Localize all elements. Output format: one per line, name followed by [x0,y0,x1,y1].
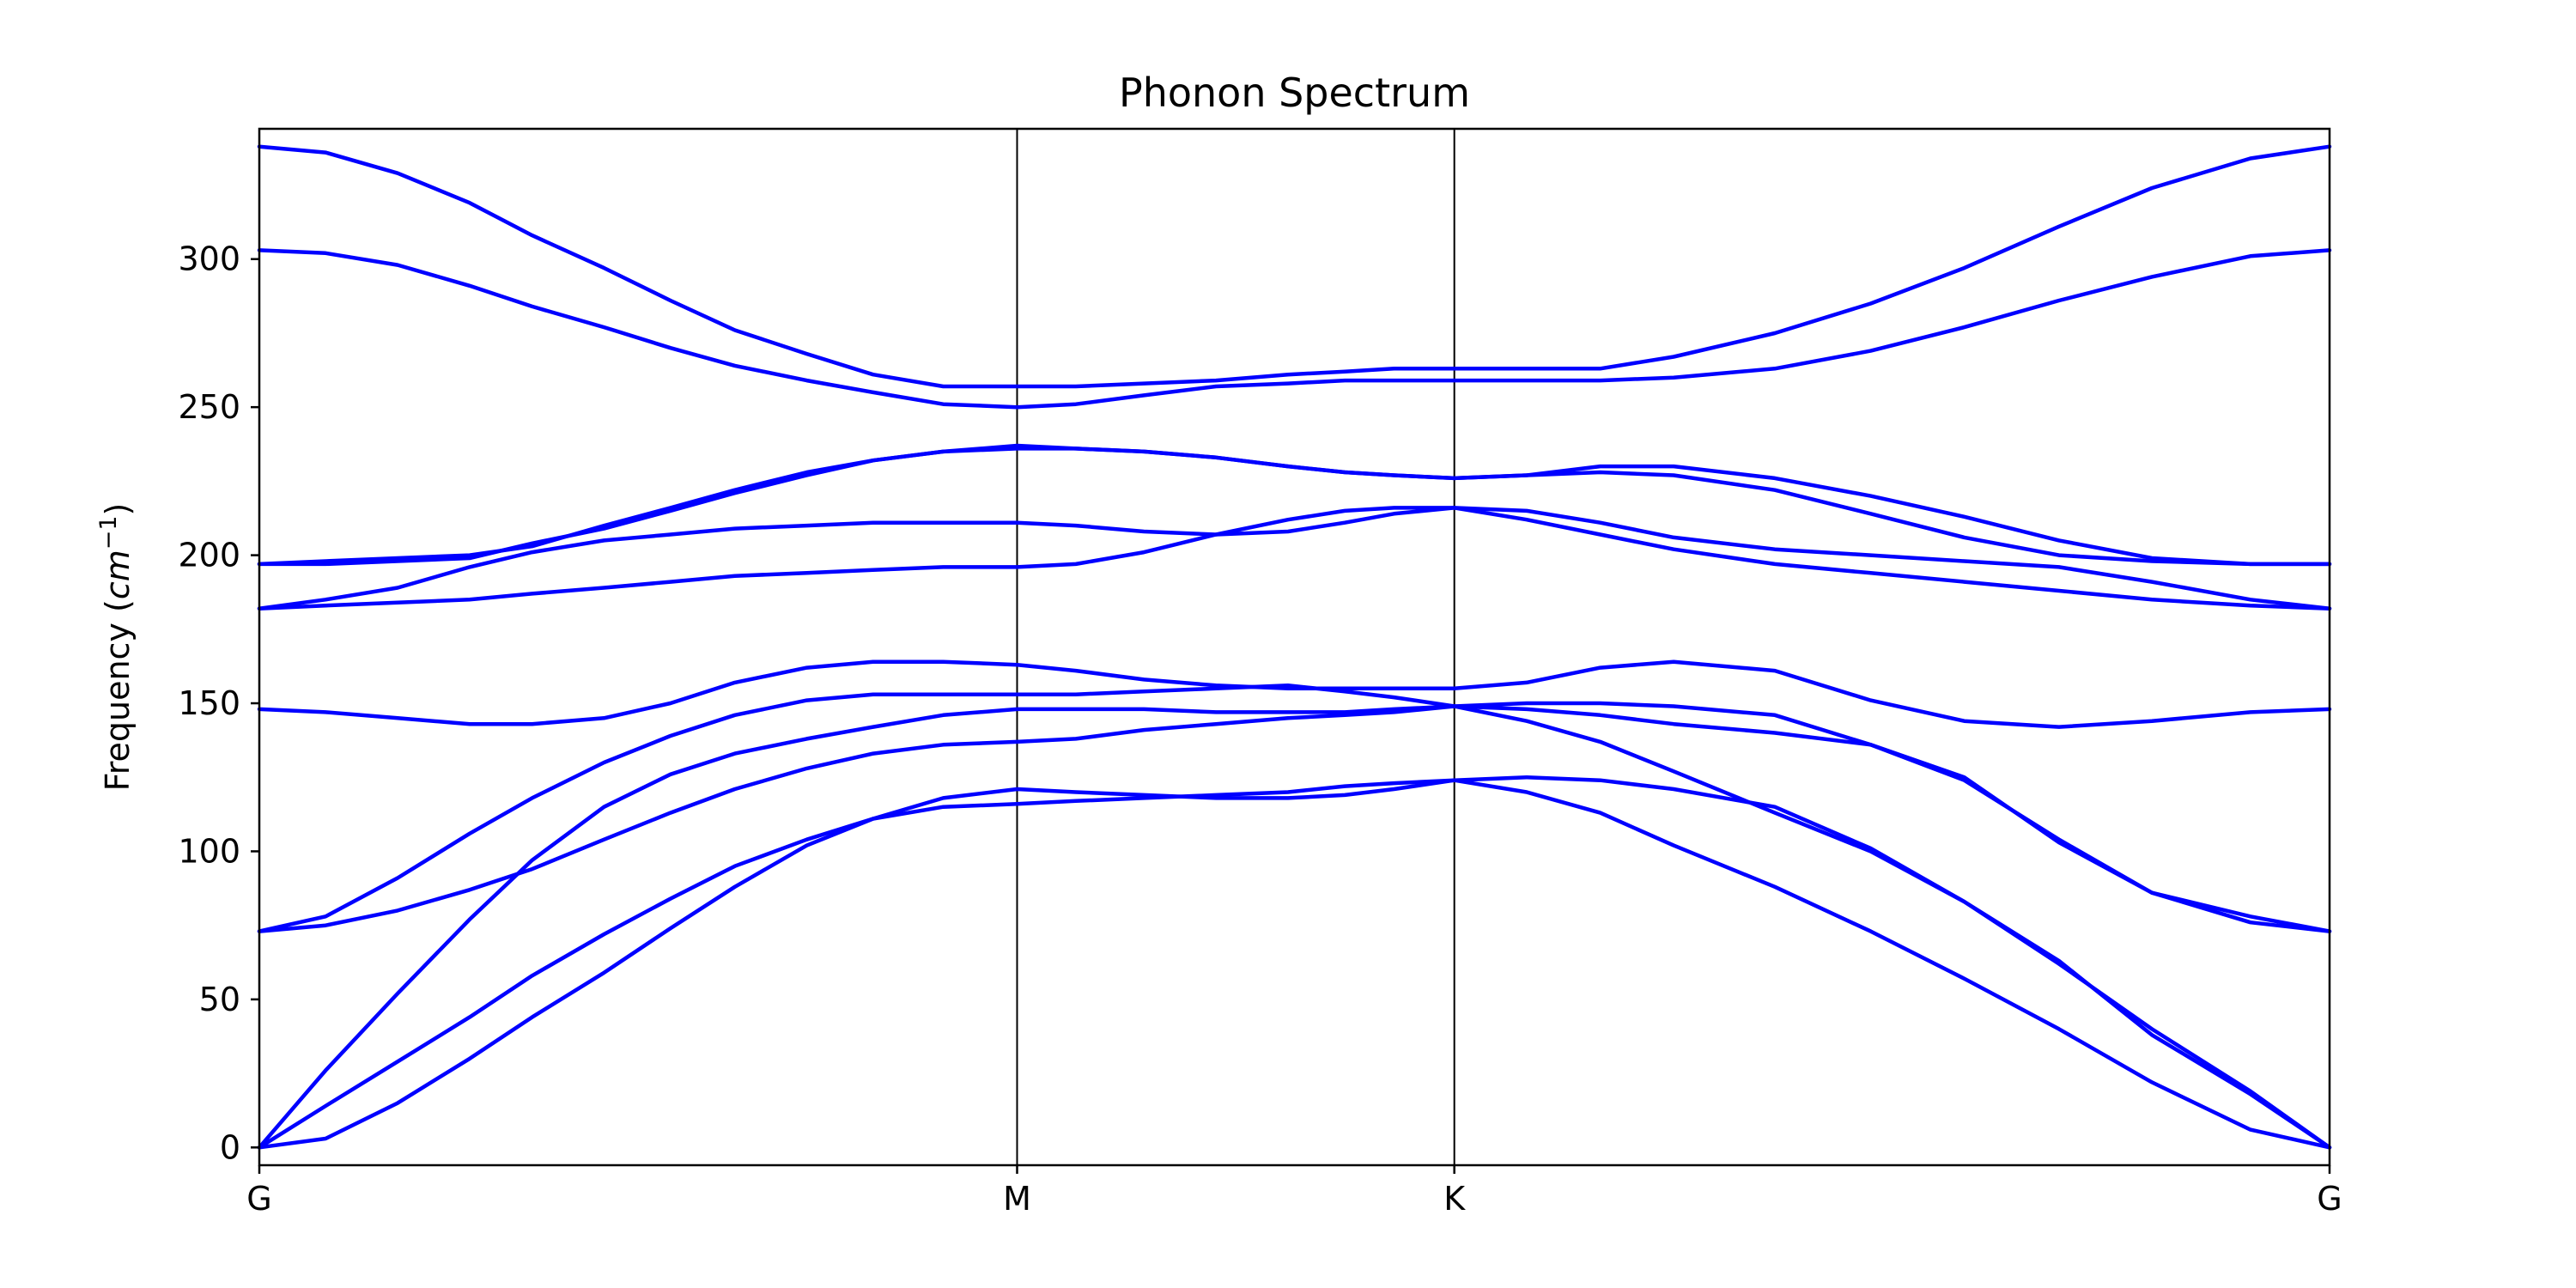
x-tick-label: G [246,1180,271,1218]
high-symmetry-lines [1016,129,1455,1165]
band-3 [257,704,2332,1150]
y-axis-label: Frequency (cm−1) [95,503,137,792]
band-4 [257,701,2332,933]
y-tick-label: 100 [178,832,240,870]
band-12 [257,144,2332,389]
x-tick-label: K [1443,1180,1466,1218]
band-8 [257,506,2332,611]
band-10 [257,443,2332,567]
chart-title: Phonon Spectrum [1119,70,1470,116]
y-tick-label: 250 [178,388,240,426]
x-tick-label: G [2317,1180,2342,1218]
y-tick-label: 0 [220,1128,240,1166]
band-7 [257,506,2332,611]
band-lines [257,144,2332,1150]
band-1 [257,778,2332,1150]
y-tick-label: 50 [199,981,240,1018]
y-axis-ticks: 0 50 100 150 200 250 300 [178,240,259,1166]
y-tick-label: 300 [178,240,240,278]
band-5 [257,683,2332,933]
band-11 [257,248,2332,410]
plot-frame [258,127,2331,1167]
x-tick-label: M [1003,1180,1031,1218]
y-tick-label: 200 [178,537,240,574]
band-6 [257,659,2332,729]
y-tick-label: 150 [178,684,240,722]
